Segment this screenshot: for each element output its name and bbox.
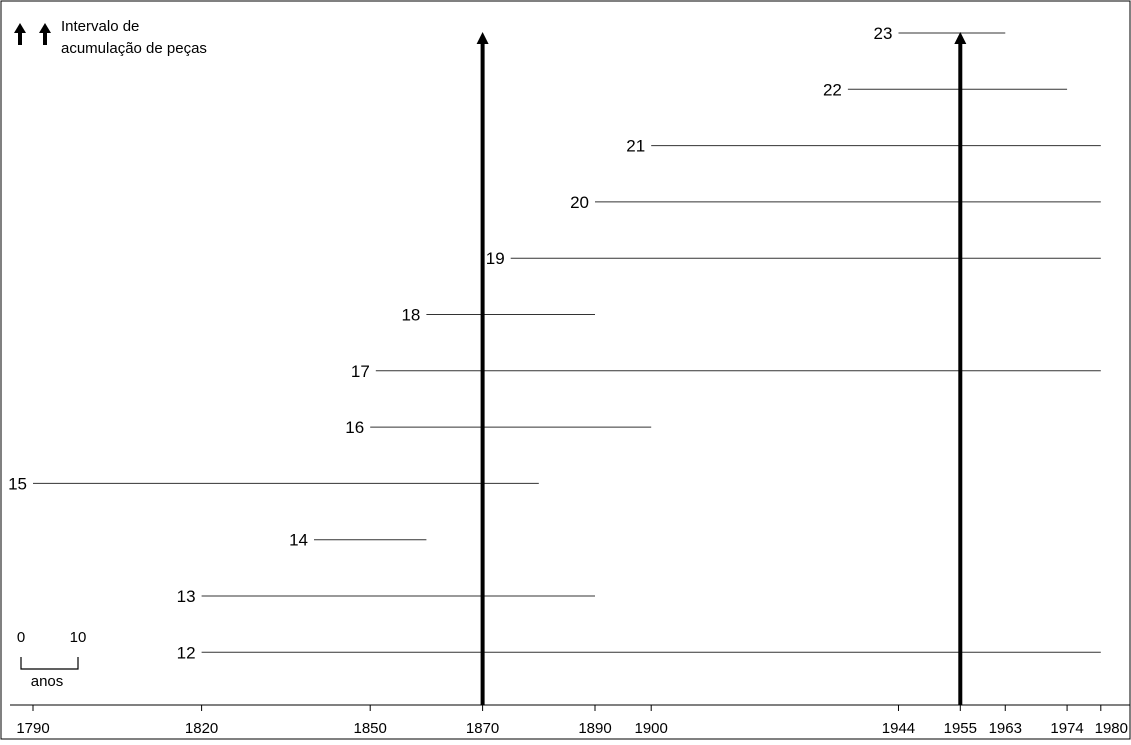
intervals-group: 12 13 14 15 16 17 18 19 20 21 22 23 xyxy=(8,24,1101,662)
x-tick-label-1963: 1963 xyxy=(989,720,1022,737)
marker-arrow-1955 xyxy=(954,32,967,705)
x-tick-label-1820: 1820 xyxy=(185,720,218,737)
interval-label-21: 21 xyxy=(626,137,645,156)
interval-label-20: 20 xyxy=(570,193,589,212)
markers-group xyxy=(476,32,967,705)
interval-label-22: 22 xyxy=(823,80,842,99)
x-tick-label-1850: 1850 xyxy=(354,720,387,737)
legend-label-line1: Intervalo de xyxy=(61,18,139,35)
interval-label-13: 13 xyxy=(177,587,196,606)
scale-bar-unit-label: anos xyxy=(31,673,64,690)
interval-label-16: 16 xyxy=(345,418,364,437)
x-tick-label-1790: 1790 xyxy=(16,720,49,737)
arrow-up-icon xyxy=(14,23,26,45)
arrow-up-icon xyxy=(39,23,51,45)
legend: Intervalo de acumulação de peças xyxy=(14,18,207,57)
x-tick-label-1944: 1944 xyxy=(882,720,915,737)
interval-label-12: 12 xyxy=(177,643,196,662)
interval-label-17: 17 xyxy=(351,362,370,381)
legend-label-line2: acumulação de peças xyxy=(61,40,207,57)
x-tick-label-1974: 1974 xyxy=(1050,720,1083,737)
x-tick-label-1955: 1955 xyxy=(944,720,977,737)
x-tick-label-1890: 1890 xyxy=(578,720,611,737)
interval-label-18: 18 xyxy=(401,306,420,325)
x-tick-group: 1790 1820 1850 1870 1890 1900 1944 1955 1963 1974… xyxy=(16,705,1128,737)
x-tick-label-1900: 1900 xyxy=(635,720,668,737)
scale-bar-start-label: 0 xyxy=(17,629,25,646)
scale-bar-bracket xyxy=(20,657,79,670)
scale-bar: 0 10 anos xyxy=(17,629,87,690)
interval-label-14: 14 xyxy=(289,531,308,550)
interval-label-15: 15 xyxy=(8,474,27,493)
x-tick-label-1870: 1870 xyxy=(466,720,499,737)
marker-arrow-1870 xyxy=(476,32,489,705)
interval-label-23: 23 xyxy=(874,24,893,43)
x-tick-label-1980: 1980 xyxy=(1095,720,1128,737)
interval-label-19: 19 xyxy=(486,249,505,268)
scale-bar-end-label: 10 xyxy=(70,629,87,646)
